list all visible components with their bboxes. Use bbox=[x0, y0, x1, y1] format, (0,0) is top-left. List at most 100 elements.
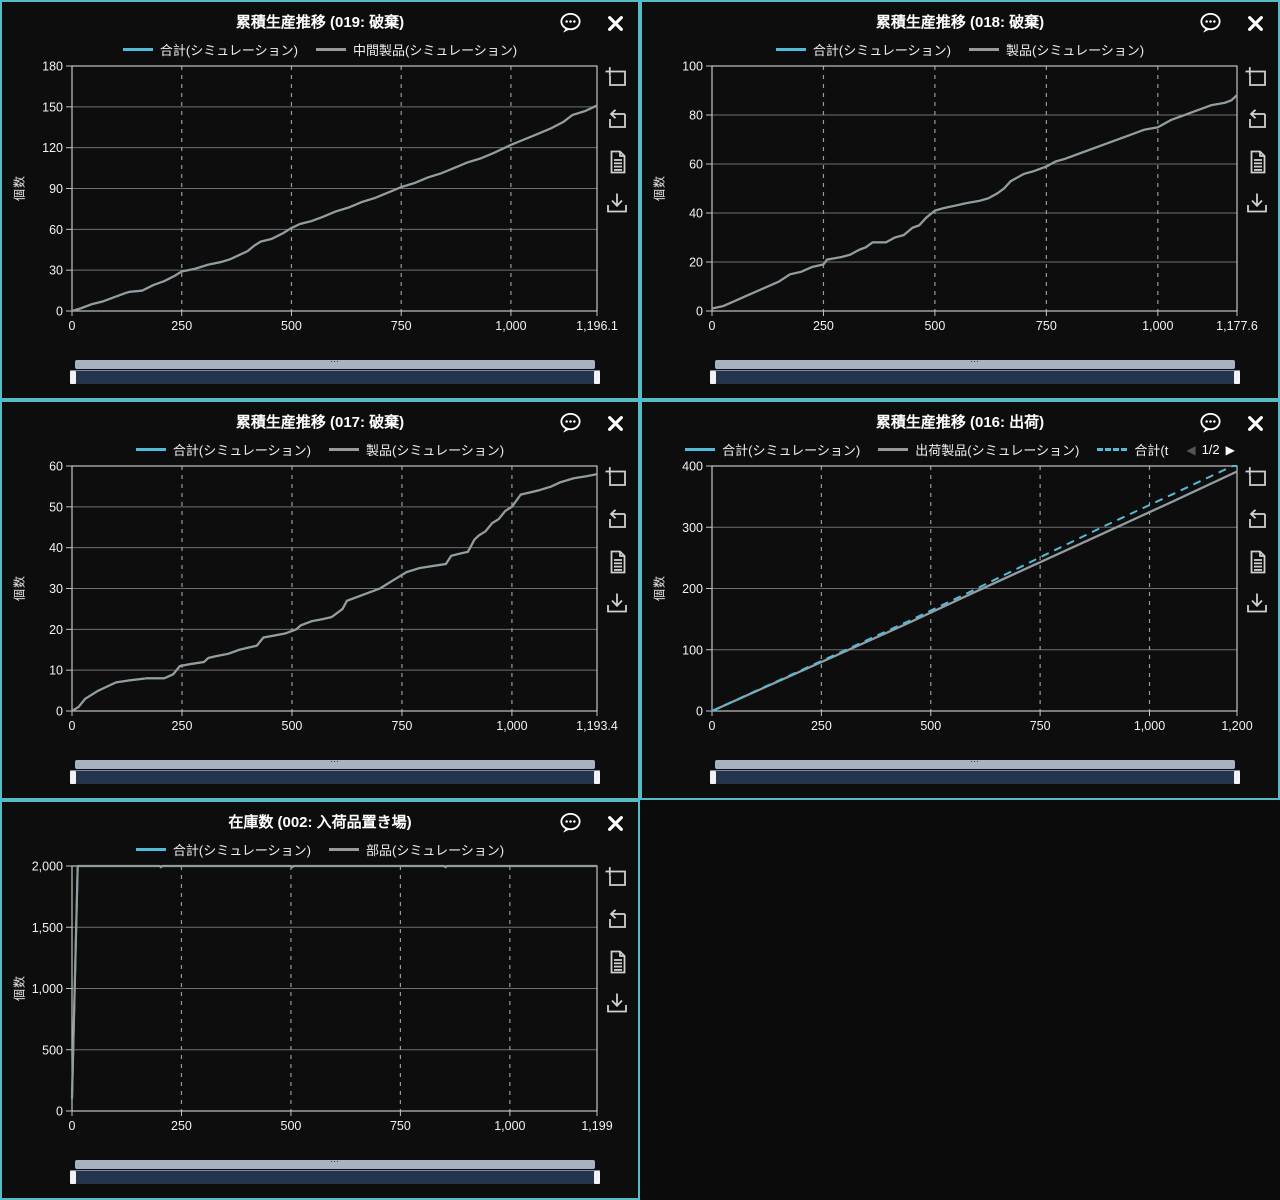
chart-plot-area[interactable]: 0 500 1,000 1,500 2,000 0 250 500 750 1,000 1,199 bbox=[2, 856, 642, 1140]
comment-icon[interactable] bbox=[558, 411, 583, 435]
svg-text:100: 100 bbox=[682, 643, 703, 657]
download-icon[interactable] bbox=[1243, 190, 1271, 218]
scrollbar-left-handle[interactable] bbox=[70, 771, 76, 784]
close-icon[interactable] bbox=[607, 15, 624, 32]
svg-text:250: 250 bbox=[813, 319, 834, 333]
zoom-select-icon[interactable] bbox=[1243, 464, 1271, 492]
legend-label: 合計(シミュレーション) bbox=[812, 43, 951, 58]
scrollbar-right-handle[interactable] bbox=[1234, 771, 1240, 784]
data-sheet-icon[interactable] bbox=[603, 148, 631, 176]
svg-text:0: 0 bbox=[69, 319, 76, 333]
pager-label: 1/2 bbox=[1201, 442, 1220, 457]
close-icon[interactable] bbox=[607, 815, 624, 832]
svg-text:750: 750 bbox=[1030, 719, 1051, 733]
scrollbar-track[interactable] bbox=[710, 770, 1240, 784]
scrollbar-left-handle[interactable] bbox=[710, 371, 716, 384]
chart-svg: 0 20 40 60 80 100 0 250 500 750 1,000 1,177.6 bbox=[682, 60, 1258, 334]
legend-label: 合計(シミュレーション) bbox=[722, 443, 861, 458]
panel-title: 在庫数 (002: 入荷品置き場) bbox=[228, 814, 412, 831]
legend-line-sample bbox=[878, 448, 909, 451]
zoom-undo-icon[interactable] bbox=[1243, 506, 1271, 534]
data-sheet-icon[interactable] bbox=[603, 548, 631, 576]
legend-label: 合計(t bbox=[1134, 443, 1169, 458]
svg-text:90: 90 bbox=[49, 182, 63, 196]
legend-line-sample bbox=[329, 448, 359, 451]
svg-text:500: 500 bbox=[42, 1043, 63, 1057]
time-range-scrollbar: ⋯ bbox=[710, 756, 1240, 784]
legend-pager: ◀ 1/2 ▶ bbox=[1186, 442, 1235, 457]
legend-line-sample bbox=[329, 848, 359, 851]
pager-prev-icon[interactable]: ◀ bbox=[1186, 442, 1196, 457]
close-icon[interactable] bbox=[1247, 415, 1264, 432]
svg-text:1,000: 1,000 bbox=[32, 982, 63, 996]
download-icon[interactable] bbox=[603, 190, 631, 218]
comment-icon[interactable] bbox=[1198, 411, 1223, 435]
scrollbar-thumb[interactable]: ⋯ bbox=[75, 756, 595, 769]
chart-plot-area[interactable]: 0 20 40 60 80 100 0 250 500 750 1,000 1,177.6 bbox=[642, 56, 1280, 340]
svg-text:1,000: 1,000 bbox=[1134, 719, 1165, 733]
window-titlebar: 累積生産推移 (017: 破棄) bbox=[2, 402, 638, 438]
zoom-undo-icon[interactable] bbox=[603, 906, 631, 934]
scrollbar-grip-icon: ⋯ bbox=[330, 1156, 340, 1166]
zoom-select-icon[interactable] bbox=[603, 864, 631, 892]
chart-legend: 合計(シミュレーション) 製品(シミュレーション) bbox=[10, 440, 630, 459]
data-sheet-icon[interactable] bbox=[1243, 148, 1271, 176]
scrollbar-track[interactable] bbox=[70, 370, 600, 384]
svg-text:30: 30 bbox=[49, 582, 63, 596]
chart-legend: 合計(シミュレーション) 部品(シミュレーション) bbox=[10, 840, 630, 859]
data-sheet-icon[interactable] bbox=[603, 948, 631, 976]
chart-plot-area[interactable]: 0 100 200 300 400 0 250 500 750 1,000 1,200 bbox=[642, 456, 1280, 740]
scrollbar-track[interactable] bbox=[70, 770, 600, 784]
close-icon[interactable] bbox=[1247, 15, 1264, 32]
scrollbar-right-handle[interactable] bbox=[1234, 371, 1240, 384]
zoom-undo-icon[interactable] bbox=[603, 106, 631, 134]
comment-icon[interactable] bbox=[1198, 11, 1223, 35]
scrollbar-right-handle[interactable] bbox=[594, 1171, 600, 1184]
scrollbar-thumb[interactable]: ⋯ bbox=[715, 756, 1235, 769]
scrollbar-grip-icon: ⋯ bbox=[330, 756, 340, 766]
legend-label: 製品(シミュレーション) bbox=[1006, 43, 1145, 58]
zoom-select-icon[interactable] bbox=[603, 64, 631, 92]
svg-text:0: 0 bbox=[696, 305, 703, 319]
legend-line-sample bbox=[1097, 448, 1128, 451]
scrollbar-right-handle[interactable] bbox=[594, 771, 600, 784]
comment-icon[interactable] bbox=[558, 11, 583, 35]
legend-item: 合計(シミュレーション) bbox=[122, 40, 298, 59]
svg-text:1,199: 1,199 bbox=[581, 1119, 612, 1133]
svg-text:0: 0 bbox=[56, 705, 63, 719]
chart-toolbar bbox=[603, 464, 631, 618]
download-icon[interactable] bbox=[603, 990, 631, 1018]
svg-text:10: 10 bbox=[49, 664, 63, 678]
download-icon[interactable] bbox=[1243, 590, 1271, 618]
zoom-select-icon[interactable] bbox=[603, 464, 631, 492]
scrollbar-left-handle[interactable] bbox=[70, 1171, 76, 1184]
legend-item: 合計(シミュレーション) bbox=[135, 840, 311, 859]
scrollbar-thumb[interactable]: ⋯ bbox=[75, 1156, 595, 1169]
zoom-undo-icon[interactable] bbox=[1243, 106, 1271, 134]
chart-plot-area[interactable]: 0 30 60 90 120 150 180 0 250 500 750 1,000 1,196.1 bbox=[2, 56, 642, 340]
chart-window: 累積生産推移 (019: 破棄) 合計 bbox=[0, 0, 640, 400]
legend-item: 製品(シミュレーション) bbox=[969, 40, 1144, 59]
zoom-undo-icon[interactable] bbox=[603, 506, 631, 534]
comment-icon[interactable] bbox=[558, 811, 583, 835]
scrollbar-thumb[interactable]: ⋯ bbox=[715, 356, 1235, 369]
zoom-select-icon[interactable] bbox=[1243, 64, 1271, 92]
download-icon[interactable] bbox=[603, 590, 631, 618]
legend-label: 部品(シミュレーション) bbox=[366, 843, 505, 858]
scrollbar-track[interactable] bbox=[70, 1170, 600, 1184]
pager-next-icon[interactable]: ▶ bbox=[1225, 442, 1235, 457]
legend-item: 中間製品(シミュレーション) bbox=[316, 40, 517, 59]
chart-plot-area[interactable]: 0 10 20 30 40 50 60 0 250 500 750 1,000 1,193.4 bbox=[2, 456, 642, 740]
panel-title: 累積生産推移 (017: 破棄) bbox=[235, 414, 405, 431]
svg-text:0: 0 bbox=[56, 1105, 63, 1119]
scrollbar-thumb[interactable]: ⋯ bbox=[75, 356, 595, 369]
svg-text:0: 0 bbox=[709, 719, 716, 733]
panel-title: 累積生産推移 (018: 破棄) bbox=[875, 14, 1045, 31]
scrollbar-left-handle[interactable] bbox=[710, 771, 716, 784]
close-icon[interactable] bbox=[607, 415, 624, 432]
scrollbar-left-handle[interactable] bbox=[70, 371, 76, 384]
scrollbar-track[interactable] bbox=[710, 370, 1240, 384]
svg-text:30: 30 bbox=[49, 264, 63, 278]
data-sheet-icon[interactable] bbox=[1243, 548, 1271, 576]
scrollbar-right-handle[interactable] bbox=[594, 371, 600, 384]
